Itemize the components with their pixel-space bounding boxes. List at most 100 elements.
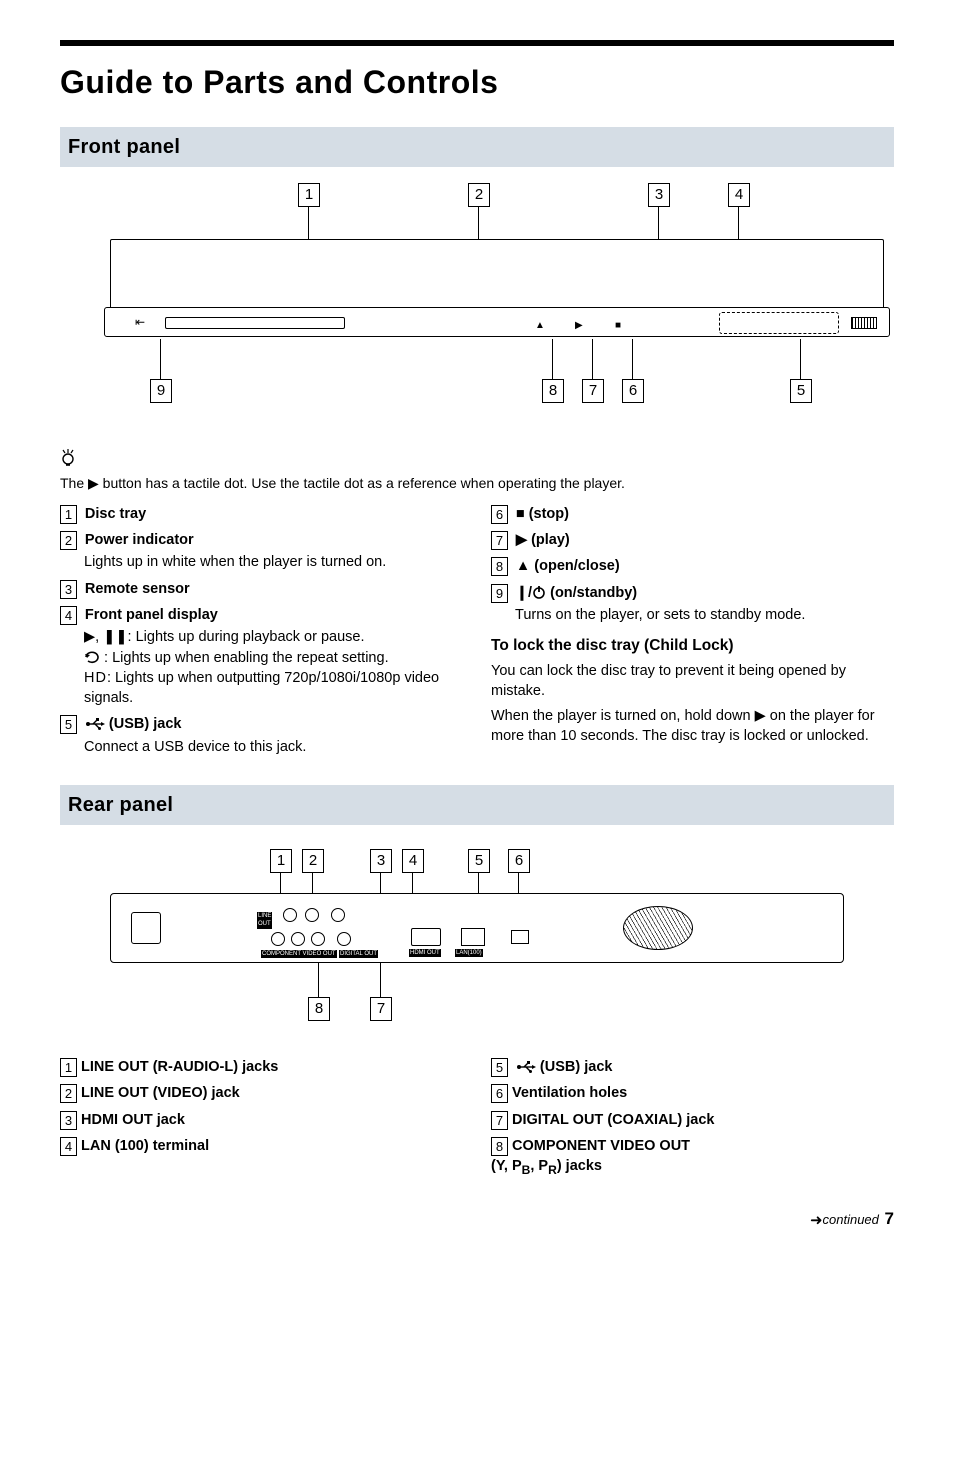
rear-panel-diagram: 1 2 3 4 5 6 LINEOUT COMPONENT VIDEO OUT … [60,837,894,1047]
list-item: 5 (USB) jack [491,1057,894,1077]
list-item: 5 (USB) jack Connect a USB device to thi… [60,714,463,757]
play-icon: ▶ [755,708,766,724]
item-label: COMPONENT VIDEO OUT(Y, PB, PR) jacks [491,1138,690,1174]
rear-items-right: 5 (USB) jack 6Ventilation holes 7DIGITAL… [491,1057,894,1185]
label-text: (USB) jack [540,1059,613,1075]
list-item: 4LAN (100) terminal [60,1136,463,1156]
leader-line [552,339,553,379]
list-item: 2 Power indicator Lights up in white whe… [60,530,463,573]
item-num: 1 [60,1058,77,1077]
callout-box: 1 [270,849,292,873]
item-num: 8 [491,1137,508,1156]
callout-box: 6 [508,849,530,873]
list-item: 8COMPONENT VIDEO OUT(Y, PB, PR) jacks [491,1136,894,1179]
arrow-right-icon: ➜ [810,1212,823,1229]
power-icon: ❙/ [516,585,546,601]
item-label: Front panel display [85,607,218,623]
callout-box: 4 [402,849,424,873]
tactile-note-a: The [60,475,88,491]
continued-footer: ➜continued 7 [60,1207,894,1231]
item-label: Power indicator [85,532,194,548]
list-item: 3HDMI OUT jack [60,1110,463,1130]
item-num: 4 [60,1137,77,1156]
desc-text: : Lights up when enabling the repeat set… [104,650,389,666]
play-icon: ▶ [516,532,527,548]
tactile-note-b: button has a tactile dot. Use the tactil… [99,475,625,491]
list-item: 6 ■ (stop) [491,504,894,524]
callout-box: 3 [648,183,670,207]
tip-icon [60,449,894,472]
leader-line [380,963,381,997]
callout-box: 5 [790,379,812,403]
play-icon: ▶ [88,475,99,491]
desc-text: : Lights up during playback or pause. [128,629,365,645]
label-text: (play) [531,532,570,548]
item-num: 2 [60,531,77,550]
child-lock-p1: You can lock the disc tray to prevent it… [491,661,894,702]
item-num: 2 [60,1084,77,1103]
rear-panel-header: Rear panel [60,785,894,825]
callout-box: 9 [150,379,172,403]
pause-icon: ❚❚ [103,629,127,645]
front-items-left: 1 Disc tray 2 Power indicator Lights up … [60,504,463,763]
callout-box: 8 [542,379,564,403]
usb-icon [516,1061,536,1073]
label-text: (on/standby) [550,585,637,601]
callout-box: 1 [298,183,320,207]
front-panel-header: Front panel [60,127,894,167]
list-item: 4 Front panel display ▶, ❚❚: Lights up d… [60,605,463,708]
leader-line [632,339,633,379]
label-text: (USB) jack [109,716,182,732]
item-desc: ▶, ❚❚: Lights up during playback or paus… [84,627,463,708]
item-label: LINE OUT (R-AUDIO-L) jacks [81,1059,278,1075]
item-label: Remote sensor [85,581,190,597]
callout-box: 7 [370,997,392,1021]
callout-box: 3 [370,849,392,873]
callout-box: 4 [728,183,750,207]
list-item: 3 Remote sensor [60,579,463,599]
continued-text: continued [823,1212,879,1227]
leader-line [800,339,801,379]
callout-box: 7 [582,379,604,403]
device-front-drawing: ⇤ ▲ ▶ ■ [110,239,884,359]
child-lock-heading: To lock the disc tray (Child Lock) [491,635,894,657]
list-item: 2LINE OUT (VIDEO) jack [60,1083,463,1103]
item-label: LINE OUT (VIDEO) jack [81,1085,240,1101]
item-label: Ventilation holes [512,1085,627,1101]
front-panel-items: 1 Disc tray 2 Power indicator Lights up … [60,504,894,763]
item-label: HDMI OUT jack [81,1112,185,1128]
item-num: 3 [60,1111,77,1130]
item-num: 5 [60,715,77,734]
hd-icon: HD [84,670,107,686]
item-num: 7 [491,1111,508,1130]
stop-icon: ■ [516,506,525,522]
front-items-right: 6 ■ (stop) 7 ▶ (play) 8 ▲ (open/close) 9… [491,504,894,763]
callout-box: 5 [468,849,490,873]
item-label: LAN (100) terminal [81,1138,209,1154]
item-num: 8 [491,557,508,576]
item-num: 1 [60,505,77,524]
item-label: ■ (stop) [516,506,569,522]
list-item: 7 ▶ (play) [491,530,894,550]
page-number: 7 [885,1209,894,1228]
leader-line [160,339,161,379]
item-num: 3 [60,580,77,599]
list-item: 9 ❙/ (on/standby) Turns on the player, o… [491,583,894,626]
leader-line [592,339,593,379]
rear-items-left: 1LINE OUT (R-AUDIO-L) jacks 2LINE OUT (V… [60,1057,463,1185]
child-lock-p2a: When the player is turned on, hold down [491,708,755,724]
tactile-note: The ▶ button has a tactile dot. Use the … [60,474,894,494]
item-num: 6 [491,505,508,524]
item-num: 5 [491,1058,508,1077]
item-num: 9 [491,584,508,603]
page-title: Guide to Parts and Controls [60,60,894,105]
item-num: 4 [60,606,77,625]
child-lock-p2: When the player is turned on, hold down … [491,706,894,747]
list-item: 1 Disc tray [60,504,463,524]
rear-panel-items: 1LINE OUT (R-AUDIO-L) jacks 2LINE OUT (V… [60,1057,894,1185]
play-icon: ▶ [84,629,95,645]
eject-icon: ▲ [516,558,530,574]
item-label: ▶ (play) [516,532,570,548]
usb-icon [85,718,105,730]
callout-box: 8 [308,997,330,1021]
